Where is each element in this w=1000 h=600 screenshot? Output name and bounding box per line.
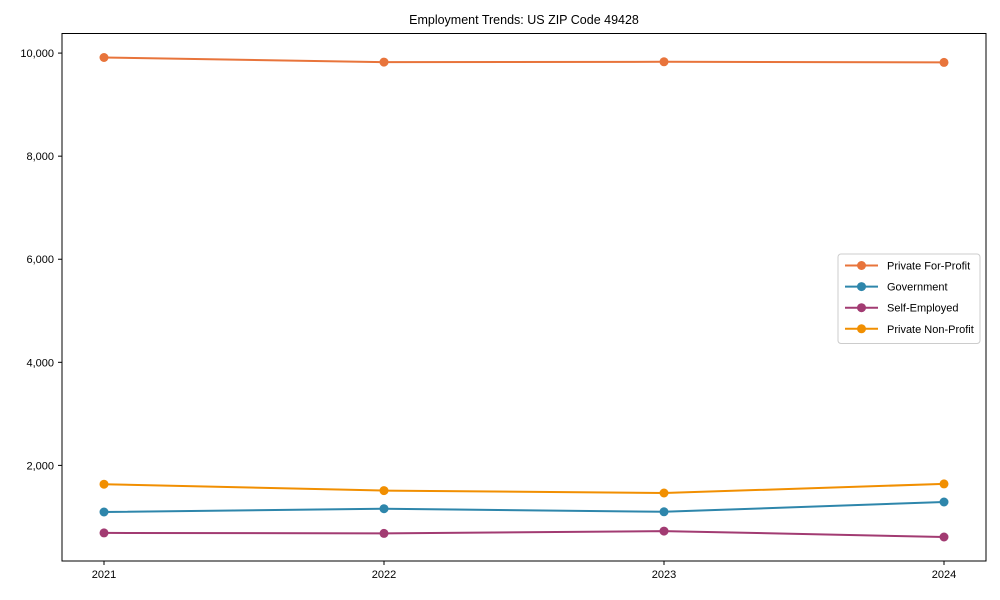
marker-self-employed-2023: [659, 526, 669, 536]
x-tick-label: 2022: [372, 569, 396, 581]
x-tick-label: 2024: [932, 569, 956, 581]
marker-private-for-profit-2024: [939, 57, 949, 67]
legend-label: Self-Employed: [887, 303, 959, 315]
plot-border: [61, 33, 987, 562]
marker-private-non-profit-2023: [659, 488, 669, 498]
marker-government-2022: [379, 504, 389, 514]
marker-private-non-profit-2021: [99, 479, 109, 489]
legend-label: Private For-Profit: [887, 261, 970, 273]
legend-marker: [857, 324, 866, 334]
marker-government-2021: [99, 507, 109, 517]
series-line-self-employed: [103, 530, 945, 538]
legend-item-government: Government: [845, 282, 948, 294]
legend-label: Government: [887, 282, 948, 294]
marker-self-employed-2022: [379, 528, 389, 538]
chart-title: Employment Trends: US ZIP Code 49428: [409, 13, 639, 27]
series-line-private-non-profit: [103, 482, 945, 494]
y-tick-label: 8,000: [26, 151, 54, 163]
marker-private-for-profit-2023: [659, 57, 669, 67]
legend-marker: [857, 261, 866, 270]
series-line-private-for-profit: [103, 56, 945, 64]
x-tick-label: 2021: [92, 569, 116, 581]
y-tick-label: 6,000: [26, 254, 54, 266]
marker-self-employed-2024: [939, 532, 949, 542]
y-tick-label: 10,000: [20, 48, 54, 60]
legend-item-self-employed: Self-Employed: [845, 303, 959, 315]
legend-item-private-for-profit: Private For-Profit: [845, 261, 970, 273]
legend-marker: [857, 303, 866, 313]
marker-self-employed-2021: [99, 528, 109, 538]
marker-government-2023: [659, 507, 669, 517]
marker-government-2024: [939, 497, 949, 507]
y-tick-label: 4,000: [26, 357, 54, 369]
legend: Private For-Profit Government Self-Employe…: [837, 253, 981, 344]
legend-item-private-non-profit: Private Non-Profit: [845, 324, 974, 336]
marker-private-non-profit-2022: [379, 486, 389, 496]
marker-private-for-profit-2021: [99, 53, 109, 62]
legend-frame: [837, 253, 981, 344]
y-tick-label: 2,000: [26, 460, 54, 472]
legend-marker: [857, 282, 866, 292]
series-line-government: [103, 501, 945, 513]
x-tick-label: 2023: [652, 569, 676, 581]
marker-private-non-profit-2024: [939, 479, 949, 489]
legend-label: Private Non-Profit: [887, 324, 974, 336]
marker-private-for-profit-2022: [379, 57, 389, 67]
